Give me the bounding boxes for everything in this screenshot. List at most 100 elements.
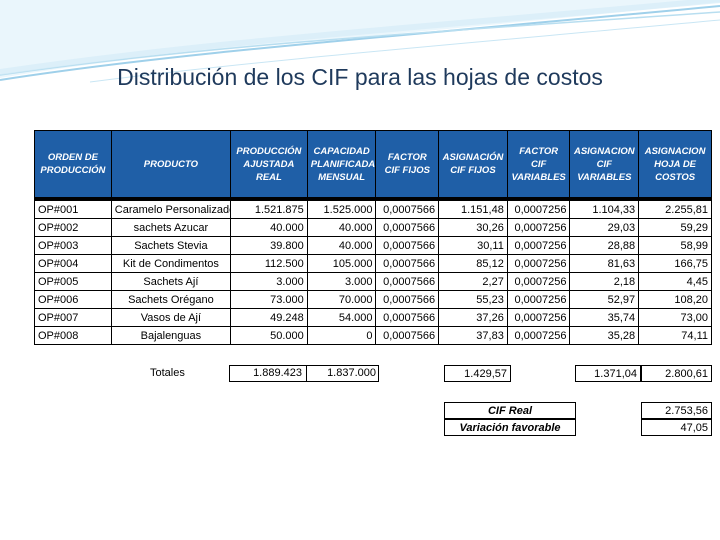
cell-hoja-costos: 2.255,81 (638, 198, 712, 219)
cell-produccion: 1.521.875 (230, 198, 308, 219)
cell-producto: Sachets Stevia (110, 236, 232, 255)
table-header-row: ORDEN DE PRODUCCIÓN PRODUCTO PRODUCCIÓN … (34, 130, 712, 200)
total-capacidad: 1.837.000 (327, 367, 376, 379)
table-row: OP#002 sachets Azucar 40.000 40.000 0,00… (34, 218, 712, 237)
col-header-factor-fijos: FACTOR CIF FIJOS (375, 130, 440, 200)
cell-hoja-costos: 73,00 (638, 308, 712, 327)
cell-orden: OP#002 (34, 218, 112, 237)
table-row: OP#004 Kit de Condimentos 112.500 105.00… (34, 254, 712, 273)
total-produccion: 1.889.423 (230, 366, 307, 381)
table-row: OP#005 Sachets Ají 3.000 3.000 0,0007566… (34, 272, 712, 291)
cell-factor-fijos: 0,0007566 (375, 290, 440, 309)
cell-asignacion-variables: 35,74 (569, 308, 640, 327)
cell-factor-fijos: 0,0007566 (375, 198, 440, 219)
cell-capacidad: 40.000 (306, 236, 377, 255)
col-header-produccion: PRODUCCIÓN AJUSTADA REAL (230, 130, 308, 200)
cell-produccion: 112.500 (230, 254, 308, 273)
table-row: OP#003 Sachets Stevia 39.800 40.000 0,00… (34, 236, 712, 255)
cell-asignacion-fijos: 30,26 (438, 218, 508, 237)
cell-asignacion-variables: 29,03 (569, 218, 640, 237)
page-title: Distribución de los CIF para las hojas d… (117, 64, 603, 90)
cell-asignacion-variables: 1.104,33 (569, 198, 640, 219)
cell-orden: OP#004 (34, 254, 112, 273)
cell-producto: sachets Azucar (110, 218, 232, 237)
table-row: OP#001 Caramelo Personalizado 1.521.875 … (34, 198, 712, 219)
cell-capacidad: 1.525.000 (306, 198, 377, 219)
cell-capacidad: 70.000 (306, 290, 377, 309)
variacion-favorable-value: 47,05 (641, 419, 712, 436)
cell-asignacion-fijos: 85,12 (438, 254, 508, 273)
cell-orden: OP#006 (34, 290, 112, 309)
cell-asignacion-variables: 2,18 (569, 272, 640, 291)
cif-distribution-table: ORDEN DE PRODUCCIÓN PRODUCTO PRODUCCIÓN … (34, 130, 712, 345)
total-cif-variables: 1.371,04 (575, 365, 641, 382)
cell-producto: Caramelo Personalizado (110, 198, 232, 219)
cell-asignacion-fijos: 30,11 (438, 236, 508, 255)
cell-asignacion-fijos: 2,27 (438, 272, 508, 291)
cell-produccion: 3.000 (230, 272, 308, 291)
cell-orden: OP#007 (34, 308, 112, 327)
cell-asignacion-fijos: 37,83 (438, 326, 508, 345)
cell-orden: OP#003 (34, 236, 112, 255)
cif-real-value: 2.753,56 (641, 402, 712, 419)
cell-asignacion-variables: 35,28 (569, 326, 640, 345)
cell-producto: Sachets Orégano (110, 290, 232, 309)
col-header-producto: PRODUCTO (110, 130, 232, 200)
cell-producto: Bajalenguas (110, 326, 232, 345)
totals-produccion-capacidad-box: 1.889.423 1.837.000 (229, 365, 379, 382)
cell-produccion: 50.000 (230, 326, 308, 345)
cell-factor-fijos: 0,0007566 (375, 326, 440, 345)
cell-capacidad: 40.000 (306, 218, 377, 237)
cell-asignacion-fijos: 55,23 (438, 290, 508, 309)
cell-factor-fijos: 0,0007566 (375, 236, 440, 255)
cell-hoja-costos: 4,45 (638, 272, 712, 291)
cell-asignacion-variables: 81,63 (569, 254, 640, 273)
cell-factor-variables: 0,0007256 (506, 198, 571, 219)
cell-factor-variables: 0,0007256 (506, 308, 571, 327)
cif-real-label: CIF Real (444, 402, 576, 419)
cell-asignacion-fijos: 37,26 (438, 308, 508, 327)
cell-producto: Kit de Condimentos (110, 254, 232, 273)
cell-asignacion-variables: 28,88 (569, 236, 640, 255)
cell-factor-variables: 0,0007256 (506, 218, 571, 237)
cell-hoja-costos: 74,11 (638, 326, 712, 345)
cell-factor-variables: 0,0007256 (506, 326, 571, 345)
cell-factor-variables: 0,0007256 (506, 254, 571, 273)
cell-produccion: 49.248 (230, 308, 308, 327)
total-hoja-costos: 2.800,61 (641, 365, 712, 382)
cell-factor-variables: 0,0007256 (506, 290, 571, 309)
cell-producto: Sachets Ají (110, 272, 232, 291)
cell-capacidad: 0 (306, 326, 377, 345)
cell-asignacion-variables: 52,97 (569, 290, 640, 309)
cell-factor-fijos: 0,0007566 (375, 218, 440, 237)
cell-producto: Vasos de Ají (110, 308, 232, 327)
col-header-factor-variables: FACTOR CIF VARIABLES (506, 130, 571, 200)
totals-label: Totales (150, 367, 185, 379)
cell-orden: OP#008 (34, 326, 112, 345)
variacion-favorable-label: Variación favorable (444, 419, 576, 436)
total-cif-fijos: 1.429,57 (444, 365, 511, 382)
cell-hoja-costos: 59,29 (638, 218, 712, 237)
cell-factor-variables: 0,0007256 (506, 272, 571, 291)
cell-hoja-costos: 166,75 (638, 254, 712, 273)
table-row: OP#007 Vasos de Ají 49.248 54.000 0,0007… (34, 308, 712, 327)
cell-hoja-costos: 108,20 (638, 290, 712, 309)
col-header-orden: ORDEN DE PRODUCCIÓN (34, 130, 112, 200)
cell-capacidad: 54.000 (306, 308, 377, 327)
col-header-asignacion-variables: ASIGNACION CIF VARIABLES (569, 130, 640, 200)
table-row: OP#006 Sachets Orégano 73.000 70.000 0,0… (34, 290, 712, 309)
table-row: OP#008 Bajalenguas 50.000 0 0,0007566 37… (34, 326, 712, 345)
cell-factor-variables: 0,0007256 (506, 236, 571, 255)
cell-asignacion-fijos: 1.151,48 (438, 198, 508, 219)
col-header-asignacion-fijos: ASIGNACIÓN CIF FIJOS (438, 130, 508, 200)
col-header-hoja-costos: ASIGNACION HOJA DE COSTOS (638, 130, 712, 200)
cell-hoja-costos: 58,99 (638, 236, 712, 255)
cell-produccion: 39.800 (230, 236, 308, 255)
cell-produccion: 40.000 (230, 218, 308, 237)
cell-capacidad: 105.000 (306, 254, 377, 273)
cell-orden: OP#001 (34, 198, 112, 219)
decorative-wave-header (0, 0, 720, 83)
cell-factor-fijos: 0,0007566 (375, 254, 440, 273)
cell-factor-fijos: 0,0007566 (375, 272, 440, 291)
cell-capacidad: 3.000 (306, 272, 377, 291)
